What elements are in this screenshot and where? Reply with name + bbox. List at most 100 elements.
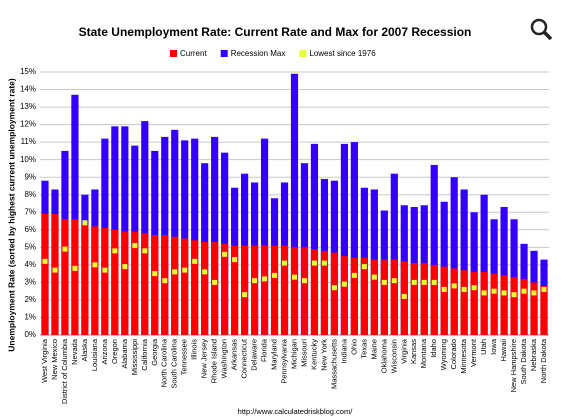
bar-current <box>141 233 149 335</box>
search-circle <box>530 18 548 36</box>
bar-max <box>350 142 358 335</box>
search-icon[interactable] <box>530 18 553 41</box>
x-tick-label: Missouri <box>299 339 308 367</box>
bar-current <box>290 247 299 335</box>
lowest-marker <box>351 272 357 278</box>
bar-max <box>71 94 79 335</box>
y-tick-label: 3% <box>24 278 36 287</box>
lowest-marker <box>172 269 178 275</box>
x-tick-label: Vermont <box>469 338 478 367</box>
bar-max <box>390 173 398 335</box>
lowest-marker <box>82 220 88 226</box>
legend-swatch <box>170 50 177 57</box>
x-tick-label: Washington <box>220 339 229 378</box>
lowest-marker <box>491 288 497 294</box>
bar-current <box>390 259 398 335</box>
x-tick-label: North Carolina <box>160 338 169 387</box>
lowest-marker <box>42 258 48 264</box>
y-tick-label: 10% <box>20 155 36 164</box>
bar-current <box>340 256 348 335</box>
lowest-marker <box>152 271 158 277</box>
lowest-marker <box>451 283 457 289</box>
x-tick-label: Louisiana <box>90 338 99 371</box>
x-tick-label: Indiana <box>339 338 348 363</box>
bar-current <box>61 219 69 335</box>
lowest-marker <box>361 264 367 270</box>
y-tick-label: 11% <box>21 137 36 146</box>
y-tick-label: 5% <box>24 242 36 251</box>
y-tick-label: 0% <box>24 330 36 339</box>
lowest-marker <box>311 260 317 266</box>
lowest-marker <box>331 285 337 291</box>
bar-max <box>260 138 269 335</box>
bar-current <box>51 214 59 335</box>
lowest-marker <box>531 290 537 296</box>
bar-current <box>360 257 368 335</box>
lowest-marker <box>321 260 327 266</box>
x-tick-label: Wisconsin <box>389 339 398 373</box>
bar-current <box>320 250 329 335</box>
bar-max <box>141 121 149 336</box>
x-tick-label: Massachusetts <box>329 339 338 389</box>
bar-current <box>171 236 179 335</box>
bar-current <box>420 263 428 335</box>
x-tick-label: Arkansas <box>230 339 239 371</box>
search-handle <box>542 30 553 41</box>
y-tick-label: 12% <box>20 120 36 129</box>
bar-current <box>450 268 458 335</box>
bar-current <box>280 245 289 335</box>
lowest-marker <box>381 279 387 285</box>
x-tick-label: Mississippi <box>130 339 139 376</box>
x-tick-label: South Dakota <box>519 338 528 384</box>
bar-current <box>370 259 378 335</box>
bar-current <box>241 245 249 335</box>
lowest-marker <box>262 276 268 282</box>
x-tick-label: Colorado <box>449 339 458 369</box>
lowest-marker <box>441 286 447 292</box>
y-tick-label: 6% <box>24 225 36 234</box>
bar-current <box>480 271 488 335</box>
bar-current <box>500 275 508 335</box>
x-tick-label: Connecticut <box>240 338 249 379</box>
bar-current <box>101 228 109 335</box>
bar-current <box>91 226 99 335</box>
x-tick-label: New Hampshire <box>509 339 518 392</box>
lowest-marker <box>411 279 417 285</box>
lowest-marker <box>481 290 487 296</box>
bar-current <box>121 231 129 335</box>
legend-label: Recession Max <box>231 49 286 58</box>
x-tick-label: Nebraska <box>529 338 538 371</box>
y-axis-label: Unemployment Rate (sorted by highest cur… <box>6 78 16 352</box>
x-tick-label: Maryland <box>270 339 279 370</box>
x-tick-label: Arizona <box>100 338 109 364</box>
x-tick-label: New Mexico <box>50 339 59 380</box>
lowest-marker <box>431 279 437 285</box>
bar-current <box>250 245 259 335</box>
lowest-marker <box>401 293 407 299</box>
bar-max <box>340 143 348 335</box>
lowest-marker <box>72 265 78 271</box>
bar-current <box>191 240 199 335</box>
x-tick-label: Rhode Island <box>210 339 219 383</box>
x-tick-label: Virginia <box>399 338 408 364</box>
lowest-marker <box>212 279 218 285</box>
source: http://www.calculatedriskblog.com/ <box>238 407 354 416</box>
y-tick-label: 9% <box>24 172 36 181</box>
x-tick-label: California <box>140 338 149 371</box>
bar-current <box>530 282 538 335</box>
lowest-marker <box>461 286 467 292</box>
lowest-marker <box>52 267 58 273</box>
lowest-marker <box>282 260 288 266</box>
bar-max <box>191 138 199 335</box>
lowest-marker <box>62 246 68 252</box>
x-tick-label: Georgia <box>150 338 159 366</box>
x-tick-label: Idaho <box>429 339 438 358</box>
bar-current <box>380 259 388 335</box>
x-tick-label: Michigan <box>289 339 298 369</box>
bar-current <box>71 219 79 335</box>
bar-current <box>111 229 119 335</box>
lowest-marker <box>301 278 307 284</box>
lowest-marker <box>222 251 228 257</box>
lowest-marker <box>501 290 507 296</box>
bar-current <box>161 235 169 335</box>
